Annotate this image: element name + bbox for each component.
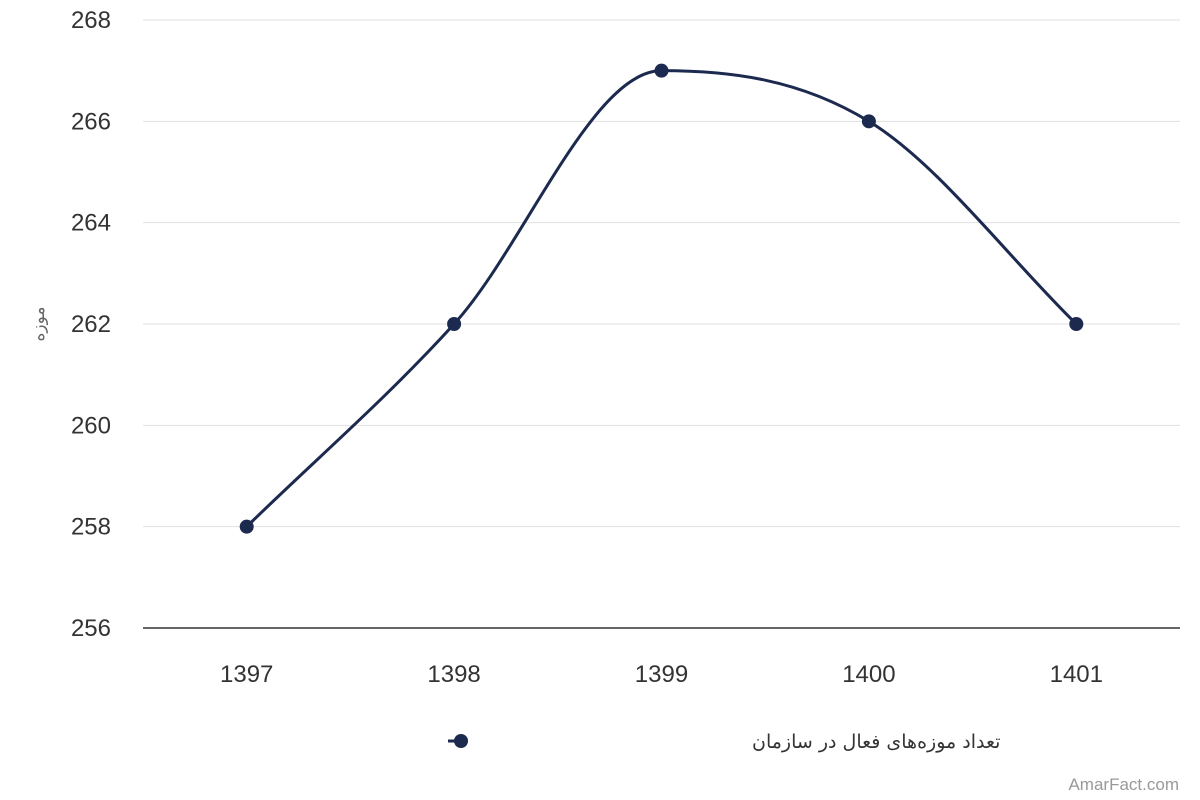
y-tick-label: 258: [71, 514, 111, 541]
y-tick-label: 262: [71, 311, 111, 338]
x-axis: 1397 1398 1399 1400 1401: [143, 627, 1180, 688]
legend[interactable]: تعداد موزه‌های فعال در سازمان: [448, 731, 1000, 753]
gridlines: [143, 19, 1180, 528]
data-point[interactable]: [861, 114, 876, 129]
x-tick-label: 1397: [220, 661, 273, 688]
y-tick-label: 260: [71, 412, 111, 439]
data-point[interactable]: [447, 317, 462, 331]
x-tick-label: 1401: [1050, 661, 1103, 688]
data-point[interactable]: [239, 519, 254, 534]
y-tick-label: 268: [71, 7, 111, 34]
y-tick-label: 264: [71, 210, 111, 237]
series-line: [245, 69, 1078, 528]
y-tick-label: 266: [71, 108, 111, 135]
credit-text[interactable]: AmarFact.com: [1068, 775, 1179, 794]
x-tick-label: 1398: [427, 661, 480, 688]
y-tick-label: 256: [71, 615, 111, 642]
legend-marker-icon: [454, 734, 468, 748]
x-tick-label: 1400: [842, 661, 895, 688]
y-axis: 256 258 260 262 264 266 268: [71, 7, 111, 642]
data-point[interactable]: [654, 63, 669, 78]
legend-label: تعداد موزه‌های فعال در سازمان: [752, 731, 1000, 753]
y-axis-label: موزه: [29, 306, 49, 341]
x-tick-label: 1399: [635, 661, 688, 688]
data-point[interactable]: [1069, 317, 1084, 331]
series-group: [239, 63, 1084, 534]
